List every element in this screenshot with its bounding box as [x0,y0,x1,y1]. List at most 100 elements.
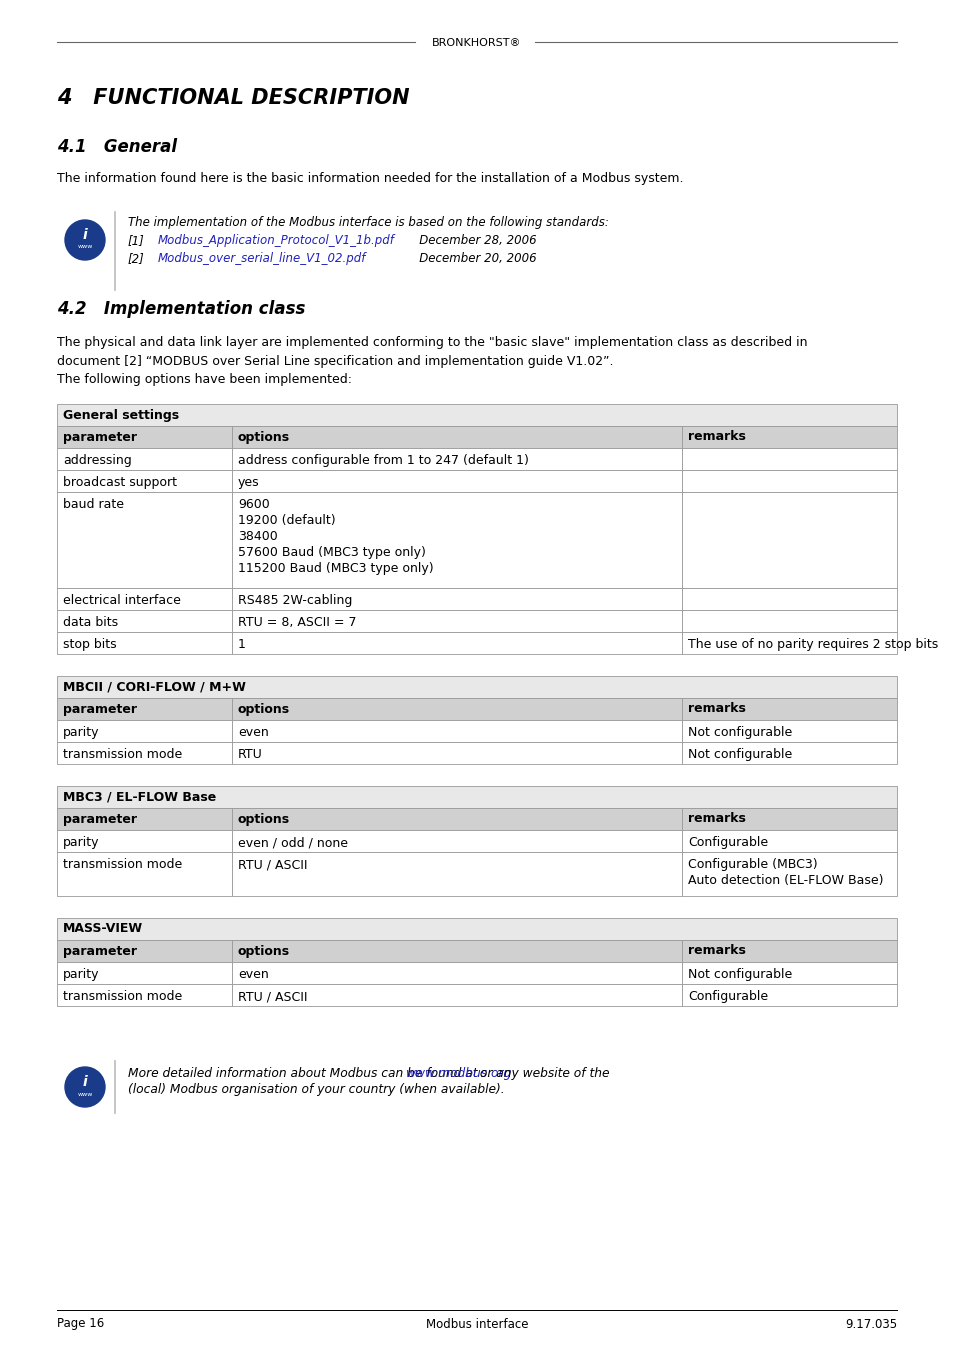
Text: MBCII / CORI-FLOW / M+W: MBCII / CORI-FLOW / M+W [63,680,246,694]
Text: December 28, 2006: December 28, 2006 [408,234,536,247]
Bar [232,427,681,448]
Text: options: options [237,945,290,957]
Bar [232,610,681,632]
Text: even: even [237,726,269,738]
Text: RTU = 8, ASCII = 7: RTU = 8, ASCII = 7 [237,616,356,629]
Bar [681,984,896,1006]
Text: 19200 (default): 19200 (default) [237,514,335,526]
Bar [57,427,232,448]
Text: Not configurable: Not configurable [687,748,791,761]
Text: 1: 1 [237,639,246,651]
Text: Not configurable: Not configurable [687,968,791,981]
Text: parameter: parameter [63,702,137,716]
Bar [681,448,896,470]
Bar [681,470,896,491]
Text: 4   FUNCTIONAL DESCRIPTION: 4 FUNCTIONAL DESCRIPTION [57,88,409,108]
Bar [57,984,232,1006]
Text: [1]: [1] [128,234,145,247]
Text: Modbus_Application_Protocol_V1_1b.pdf: Modbus_Application_Protocol_V1_1b.pdf [158,234,395,247]
Text: i: i [83,228,88,242]
Text: The information found here is the basic information needed for the installation : The information found here is the basic … [57,171,682,185]
Bar [232,743,681,764]
Text: More detailed information about Modbus can be found at: More detailed information about Modbus c… [128,1066,481,1080]
Bar [681,940,896,963]
Bar [57,589,232,610]
Text: MASS-VIEW: MASS-VIEW [63,922,143,936]
Bar [681,698,896,720]
Text: December 20, 2006: December 20, 2006 [408,252,536,265]
Text: parity: parity [63,836,99,849]
Text: stop bits: stop bits [63,639,116,651]
Text: i: i [83,1075,88,1089]
Text: address configurable from 1 to 247 (default 1): address configurable from 1 to 247 (defa… [237,454,528,467]
Text: 9.17.035: 9.17.035 [844,1318,896,1331]
Bar [57,491,232,589]
Text: even / odd / none: even / odd / none [237,836,348,849]
Text: 57600 Baud (MBC3 type only): 57600 Baud (MBC3 type only) [237,545,425,559]
Text: [2]: [2] [128,252,145,265]
Circle shape [65,220,105,261]
Bar [681,743,896,764]
Text: Configurable: Configurable [687,990,767,1003]
Bar [57,786,896,809]
Text: transmission mode: transmission mode [63,859,182,871]
Bar [57,743,232,764]
Bar [232,720,681,743]
Text: MBC3 / EL-FLOW Base: MBC3 / EL-FLOW Base [63,791,216,803]
Text: RTU / ASCII: RTU / ASCII [237,990,307,1003]
Bar [681,610,896,632]
Text: The implementation of the Modbus interface is based on the following standards:: The implementation of the Modbus interfa… [128,216,608,230]
Text: electrical interface: electrical interface [63,594,181,608]
Bar [232,632,681,653]
Text: transmission mode: transmission mode [63,990,182,1003]
Bar [57,404,896,427]
Bar [57,676,896,698]
Text: (local) Modbus organisation of your country (when available).: (local) Modbus organisation of your coun… [128,1083,504,1096]
Text: broadcast support: broadcast support [63,477,177,489]
Text: addressing: addressing [63,454,132,467]
Text: parameter: parameter [63,945,137,957]
Bar [681,427,896,448]
Bar [57,470,232,491]
Text: RS485 2W-cabling: RS485 2W-cabling [237,594,352,608]
Bar [57,852,232,896]
Bar [681,491,896,589]
Text: 9600: 9600 [237,498,270,512]
Text: parameter: parameter [63,813,137,825]
Text: remarks: remarks [687,431,745,444]
Text: or any website of the: or any website of the [476,1066,609,1080]
Text: Configurable (MBC3): Configurable (MBC3) [687,859,817,871]
Bar [57,632,232,653]
Text: BRONKHORST®: BRONKHORST® [432,38,521,49]
Bar [232,448,681,470]
Text: options: options [237,431,290,444]
Text: Auto detection (EL-FLOW Base): Auto detection (EL-FLOW Base) [687,873,882,887]
Text: www: www [77,244,92,250]
Text: data bits: data bits [63,616,118,629]
Bar [681,852,896,896]
Bar [232,809,681,830]
Text: remarks: remarks [687,813,745,825]
Text: The physical and data link layer are implemented conforming to the "basic slave": The physical and data link layer are imp… [57,336,806,386]
Bar [232,830,681,852]
Text: 115200 Baud (MBC3 type only): 115200 Baud (MBC3 type only) [237,562,434,575]
Text: www: www [77,1092,92,1096]
Text: remarks: remarks [687,945,745,957]
Bar [232,470,681,491]
Bar [681,589,896,610]
Text: options: options [237,813,290,825]
Text: RTU / ASCII: RTU / ASCII [237,859,307,871]
Text: parity: parity [63,726,99,738]
Text: transmission mode: transmission mode [63,748,182,761]
Text: General settings: General settings [63,409,179,421]
Bar [681,809,896,830]
Bar [57,940,232,963]
Text: Modbus_over_serial_line_V1_02.pdf: Modbus_over_serial_line_V1_02.pdf [158,252,366,265]
Text: Page 16: Page 16 [57,1318,104,1331]
Bar [57,809,232,830]
Bar [232,984,681,1006]
Text: yes: yes [237,477,259,489]
Bar [57,720,232,743]
Text: Not configurable: Not configurable [687,726,791,738]
Bar [57,830,232,852]
